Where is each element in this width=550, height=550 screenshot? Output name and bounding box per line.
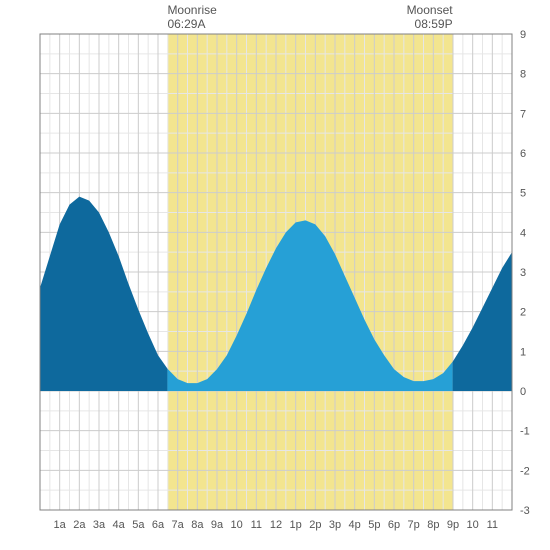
x-tick-label: 3p bbox=[329, 519, 341, 531]
x-tick-label: 12 bbox=[270, 519, 282, 531]
moonrise-time: 06:29A bbox=[167, 17, 205, 31]
x-tick-label: 5a bbox=[132, 519, 145, 531]
chart-svg: 1a2a3a4a5a6a7a8a9a1011121p2p3p4p5p6p7p8p… bbox=[0, 0, 550, 550]
x-tick-label: 8p bbox=[427, 519, 439, 531]
y-tick-label: 6 bbox=[520, 148, 526, 160]
y-tick-label: -3 bbox=[520, 505, 530, 517]
x-tick-label: 10 bbox=[231, 519, 243, 531]
y-tick-label: 0 bbox=[520, 386, 526, 398]
moonrise-label: Moonrise bbox=[167, 3, 217, 17]
x-tick-label: 1a bbox=[54, 519, 67, 531]
x-tick-label: 11 bbox=[487, 519, 498, 531]
x-tick-label: 6p bbox=[388, 519, 400, 531]
y-tick-label: 7 bbox=[520, 108, 526, 120]
tide-chart: 1a2a3a4a5a6a7a8a9a1011121p2p3p4p5p6p7p8p… bbox=[0, 0, 550, 550]
moonset-time: 08:59P bbox=[415, 17, 453, 31]
x-tick-label: 5p bbox=[368, 519, 380, 531]
y-tick-label: -1 bbox=[520, 426, 530, 438]
y-tick-label: 3 bbox=[520, 267, 526, 279]
y-tick-label: 1 bbox=[520, 346, 526, 358]
y-tick-label: -2 bbox=[520, 465, 530, 477]
x-tick-label: 6a bbox=[152, 519, 165, 531]
x-tick-label: 8a bbox=[191, 519, 204, 531]
x-tick-label: 2a bbox=[73, 519, 86, 531]
moonset-label: Moonset bbox=[407, 3, 454, 17]
x-tick-label: 3a bbox=[93, 519, 106, 531]
y-tick-label: 5 bbox=[520, 188, 526, 200]
x-tick-label: 7p bbox=[408, 519, 420, 531]
y-tick-label: 9 bbox=[520, 29, 526, 41]
x-tick-label: 11 bbox=[251, 519, 262, 531]
x-tick-label: 10 bbox=[467, 519, 479, 531]
x-tick-label: 2p bbox=[309, 519, 321, 531]
x-tick-label: 9a bbox=[211, 519, 224, 531]
x-tick-label: 1p bbox=[290, 519, 302, 531]
x-tick-label: 9p bbox=[447, 519, 459, 531]
x-tick-label: 4a bbox=[113, 519, 126, 531]
x-tick-label: 4p bbox=[349, 519, 361, 531]
y-tick-label: 2 bbox=[520, 307, 526, 319]
y-tick-label: 4 bbox=[520, 227, 526, 239]
y-tick-label: 8 bbox=[520, 69, 526, 81]
x-tick-label: 7a bbox=[172, 519, 185, 531]
